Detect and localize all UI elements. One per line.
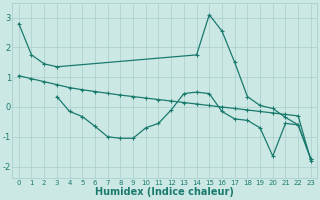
X-axis label: Humidex (Indice chaleur): Humidex (Indice chaleur) <box>95 187 234 197</box>
